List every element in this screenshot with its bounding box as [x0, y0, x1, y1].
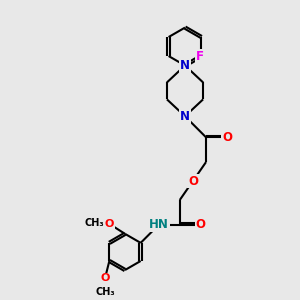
- Text: O: O: [100, 274, 110, 284]
- Text: O: O: [196, 218, 206, 231]
- Text: F: F: [196, 50, 204, 62]
- Text: N: N: [180, 59, 190, 72]
- Text: HN: HN: [149, 218, 169, 231]
- Text: O: O: [222, 131, 232, 144]
- Text: CH₃: CH₃: [95, 286, 115, 297]
- Text: N: N: [180, 110, 190, 123]
- Text: O: O: [188, 175, 198, 188]
- Text: CH₃: CH₃: [85, 218, 104, 228]
- Text: O: O: [104, 219, 114, 229]
